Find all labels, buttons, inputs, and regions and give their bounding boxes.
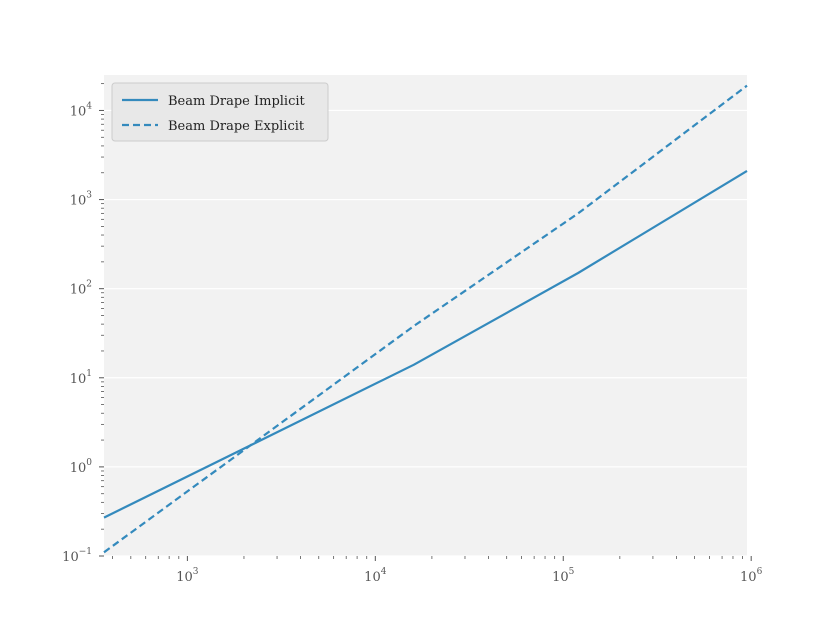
y-tick-label: 104 — [70, 101, 93, 119]
legend-label-explicit: Beam Drape Explicit — [168, 119, 305, 134]
x-tick-label: 104 — [364, 567, 387, 585]
x-tick-label: 103 — [176, 567, 199, 585]
series-line-explicit — [103, 84, 748, 554]
plot-area — [104, 75, 747, 556]
y-tick-label: 101 — [70, 369, 92, 387]
y-tick-label: 100 — [70, 458, 93, 476]
y-tick-label: 102 — [70, 280, 92, 298]
legend: Beam Drape Implicit Beam Drape Explicit — [111, 82, 329, 142]
axis-ticks — [99, 83, 752, 561]
y-tick-label: 103 — [70, 191, 93, 209]
y-tick-label: 10−1 — [62, 547, 92, 565]
series-line-implicit — [103, 169, 748, 519]
x-tick-label: 105 — [552, 567, 575, 585]
legend-box — [111, 82, 329, 142]
series-lines — [103, 84, 748, 554]
tick-labels: 103 104 105 106 10−1 100 101 102 103 104 — [62, 101, 762, 585]
legend-label-implicit: Beam Drape Implicit — [168, 94, 306, 109]
x-tick-label: 106 — [740, 567, 763, 585]
